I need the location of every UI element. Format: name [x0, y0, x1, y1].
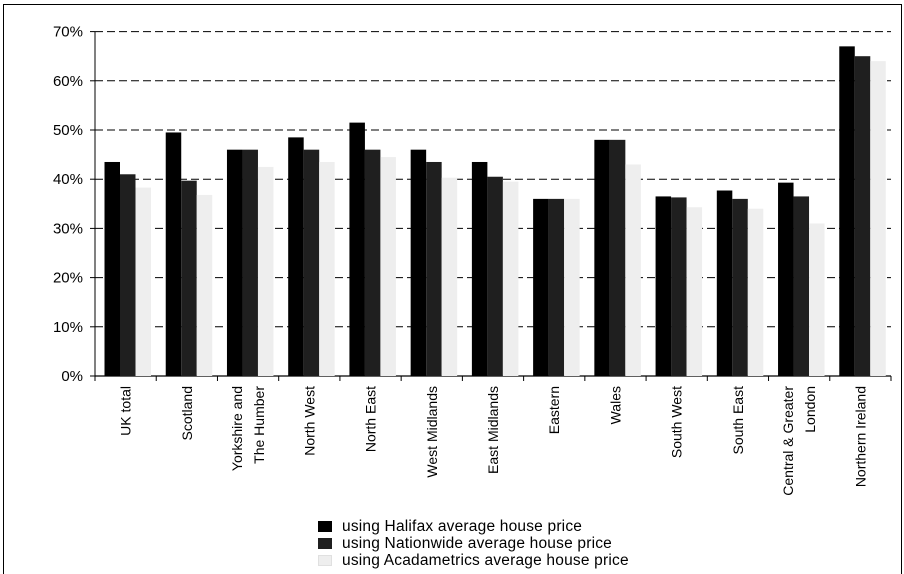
bar-2 [364, 149, 381, 376]
legend-swatch [318, 538, 332, 549]
x-tick-label: Northern Ireland [852, 386, 868, 487]
bar-1 [104, 161, 120, 376]
bar-2 [181, 180, 197, 376]
bar-3 [257, 166, 274, 376]
bar-1 [349, 122, 365, 377]
legend-label: using Acadametrics average house price [342, 551, 629, 569]
y-tick-label: 30% [53, 220, 83, 237]
bar-1 [165, 132, 182, 376]
bar-2 [732, 198, 748, 376]
legend-item: using Acadametrics average house price [318, 552, 629, 569]
y-tick-label: 40% [53, 171, 83, 188]
bar-3 [809, 223, 825, 376]
bar-1 [471, 161, 488, 376]
x-tick-label: The Humber [251, 386, 267, 464]
bar-2 [303, 149, 320, 376]
bar-2 [120, 174, 136, 376]
x-tick-label: Central & Greater [780, 386, 796, 496]
bar-2 [426, 161, 442, 376]
y-tick-label: 10% [53, 319, 83, 336]
legend-swatch [318, 555, 332, 566]
legend-label: using Nationwide average house price [342, 534, 613, 552]
y-tick-label: 70% [53, 24, 83, 41]
x-tick-label: Yorkshire and [229, 386, 245, 471]
bar-1 [226, 149, 243, 376]
y-tick-label: 60% [53, 73, 83, 90]
bar-2 [854, 56, 871, 376]
x-tick-label: South West [669, 386, 685, 458]
x-tick-label: Scotland [179, 386, 195, 440]
bar-3 [319, 161, 335, 376]
bar-1 [288, 137, 304, 376]
bar-1 [716, 190, 733, 376]
x-tick-label: East Midlands [485, 386, 501, 474]
bar-3 [380, 157, 396, 376]
y-tick-label: 50% [53, 122, 83, 139]
bar-2 [609, 139, 626, 376]
x-tick-label: North East [363, 386, 379, 452]
bar-1 [594, 139, 610, 376]
bar-3 [747, 208, 764, 376]
legend-label: using Halifax average house price [342, 517, 583, 535]
y-tick-label: 0% [61, 368, 83, 385]
legend-item: using Halifax average house price [318, 518, 629, 535]
bar-1 [655, 196, 672, 376]
bar-3 [441, 177, 458, 376]
x-tick-label: West Midlands [424, 386, 440, 478]
x-tick-label: UK total [118, 386, 134, 436]
bar-3 [870, 61, 886, 377]
bar-1 [778, 182, 794, 376]
y-tick-label: 20% [53, 270, 83, 287]
bar-3 [502, 181, 519, 376]
bar-2 [548, 198, 565, 376]
bar-3 [196, 194, 213, 376]
x-tick-label: London [802, 386, 818, 433]
legend: using Halifax average house price using N… [318, 518, 629, 569]
legend-item: using Nationwide average house price [318, 535, 629, 552]
bar-2 [671, 197, 687, 376]
bar-3 [625, 164, 641, 376]
x-tick-label: Wales [607, 386, 623, 424]
x-tick-label: Eastern [546, 386, 562, 434]
bar-2 [242, 149, 258, 376]
bar-1 [410, 149, 427, 376]
legend-swatch [318, 521, 332, 532]
x-tick-label: North West [301, 386, 317, 456]
bar-1 [839, 46, 855, 377]
bar-1 [533, 198, 549, 376]
bar-3 [564, 198, 580, 376]
chart-frame [3, 4, 902, 574]
x-tick-label: South East [730, 386, 746, 455]
bar-2 [487, 176, 503, 376]
bar-3 [135, 187, 151, 376]
bar-2 [793, 196, 810, 376]
bar-3 [686, 207, 703, 376]
